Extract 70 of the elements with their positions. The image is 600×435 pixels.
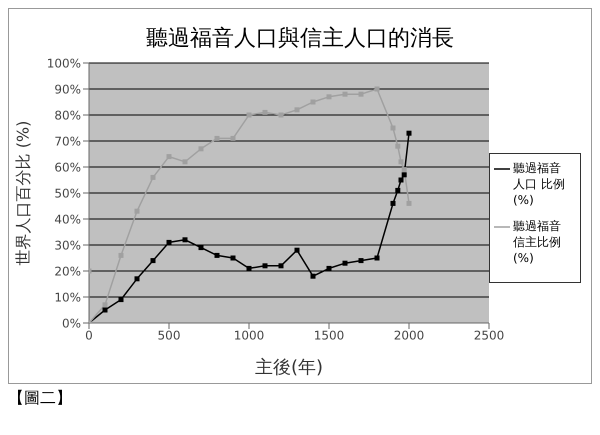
y-tick-label: 20% <box>54 264 81 278</box>
point <box>310 274 316 279</box>
y-tick-label: 60% <box>54 160 81 174</box>
point <box>246 112 252 118</box>
y-tick-label: 10% <box>54 290 81 304</box>
point <box>374 86 380 92</box>
point <box>395 188 400 193</box>
point <box>278 263 284 268</box>
point <box>166 240 172 245</box>
x-tick-label: 0 <box>85 328 93 343</box>
point <box>358 258 364 264</box>
point <box>402 172 407 178</box>
point <box>118 297 124 302</box>
point <box>374 256 380 260</box>
point <box>262 263 268 268</box>
x-tick-label: 1000 <box>234 328 264 343</box>
legend-label: 聽過福音人口 比例(%) <box>513 160 566 208</box>
point <box>326 266 332 271</box>
point <box>246 266 252 271</box>
chart-title: 聽過福音人口與信主人口的消長 <box>145 25 455 53</box>
point <box>166 154 172 160</box>
point <box>134 276 140 282</box>
line-series <box>89 86 412 323</box>
x-axis-title: 主後(年) <box>254 357 324 378</box>
point <box>310 100 316 104</box>
legend-label: 聽過福音信主比例(%) <box>513 218 562 266</box>
point <box>230 136 236 141</box>
x-tick-label: 1500 <box>314 328 344 343</box>
point <box>395 144 400 149</box>
point <box>294 107 300 112</box>
point <box>150 174 156 180</box>
point <box>342 260 348 266</box>
point <box>182 237 188 242</box>
y-tick-label: 90% <box>54 82 81 96</box>
point <box>214 252 220 258</box>
point <box>342 92 348 97</box>
point <box>358 92 364 97</box>
point <box>390 200 396 206</box>
point <box>398 178 404 182</box>
point <box>150 258 156 264</box>
point <box>406 130 412 136</box>
y-tick-label: 50% <box>54 186 81 200</box>
point <box>294 248 300 253</box>
y-tick-label: 30% <box>54 238 81 252</box>
point <box>198 245 204 250</box>
x-tick-label: 2000 <box>394 328 424 343</box>
x-tick-label: 2500 <box>474 328 504 343</box>
x-tick-label: 500 <box>158 328 180 343</box>
point <box>398 159 404 164</box>
y-tick-label: 80% <box>54 108 81 122</box>
y-tick-label: 70% <box>54 134 81 148</box>
point <box>134 208 140 214</box>
point <box>102 308 108 312</box>
y-tick-label: 0% <box>62 316 81 330</box>
text: 【圖二】 <box>8 388 73 409</box>
point <box>118 252 124 258</box>
point <box>326 94 332 100</box>
point <box>182 159 188 164</box>
y-axis-title: 世界人口百分比 (%) <box>14 120 33 266</box>
point <box>262 110 268 115</box>
point <box>406 200 412 206</box>
point <box>230 256 236 260</box>
point <box>390 126 396 130</box>
point <box>402 167 407 172</box>
y-tick-label: 40% <box>54 212 81 226</box>
point <box>102 302 108 308</box>
point <box>214 136 220 141</box>
point <box>198 146 204 152</box>
y-tick-label: 100% <box>46 56 81 70</box>
point <box>278 112 284 118</box>
